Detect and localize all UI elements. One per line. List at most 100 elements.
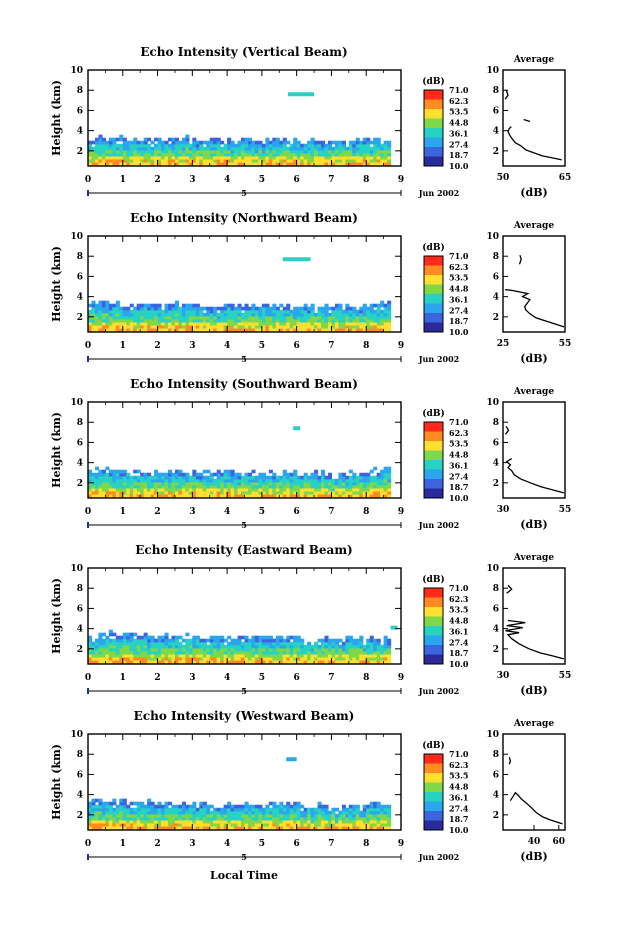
average-profile-segment	[508, 757, 512, 765]
colorbar-tick-label: 53.5	[449, 107, 468, 117]
colorbar-segment	[424, 588, 443, 598]
colorbar-tick-label: 53.5	[449, 439, 468, 449]
avg-x-tick-label: 65	[559, 173, 572, 183]
x-tick-label: 4	[224, 507, 230, 517]
average-profile-segment	[506, 584, 513, 594]
colorbar-tick-label: 44.8	[449, 118, 469, 128]
x-tick-label: 7	[328, 341, 334, 351]
avg-y-tick-label: 10	[486, 398, 499, 408]
date-right-label: Jun 2002	[418, 686, 459, 696]
x-tick-label: 9	[398, 341, 404, 351]
x-tick-label: 7	[328, 175, 334, 185]
colorbar-segment	[424, 284, 443, 295]
panel-title: Echo Intensity (Vertical Beam)	[140, 45, 347, 59]
colorbar-tick-label: 10.0	[449, 825, 469, 835]
average-profile-line	[507, 126, 562, 161]
y-tick-label: 10	[70, 564, 83, 574]
y-tick-label: 8	[77, 252, 83, 262]
average-frame	[502, 69, 566, 167]
panel-3: Echo Intensity (Southward Beam) 0 1 2 3 4 5 6 7 8…	[50, 377, 571, 531]
y-axis-label: Height (km)	[50, 578, 63, 654]
average-profile-segment	[504, 425, 510, 435]
y-tick-label: 6	[77, 604, 83, 614]
x-tick-label: 6	[294, 341, 300, 351]
colorbar-frame	[423, 587, 444, 665]
x-tick-label: 3	[189, 175, 195, 185]
colorbar-tick-label: 27.4	[449, 803, 469, 813]
colorbar-tick-label: 36.1	[449, 626, 468, 636]
colorbar-unit: (dB)	[422, 242, 444, 253]
avg-x-tick-label: 30	[497, 505, 510, 515]
x-tick-label: 2	[154, 175, 160, 185]
colorbar-segment	[424, 441, 443, 451]
avg-x-tick-label: 55	[559, 339, 572, 349]
colorbar-frame	[423, 753, 444, 831]
heatmap-field	[88, 798, 392, 830]
x-tick-label: 5	[259, 673, 265, 683]
avg-y-tick-label: 4	[493, 459, 499, 469]
colorbar-tick-label: 18.7	[449, 150, 468, 160]
avg-y-tick-label: 2	[493, 479, 499, 489]
avg-x-label: (dB)	[520, 518, 547, 531]
y-tick-label: 6	[77, 770, 83, 780]
avg-y-tick-label: 2	[493, 811, 499, 821]
x-tick-label: 6	[294, 839, 300, 849]
colorbar-segment	[424, 450, 443, 461]
colorbar-tick-label: 27.4	[449, 471, 469, 481]
echo-patch	[287, 92, 315, 97]
avg-y-tick-label: 6	[493, 106, 499, 116]
avg-y-tick-label: 6	[493, 272, 499, 282]
colorbar-tick-label: 18.7	[449, 316, 468, 326]
average-title: Average	[513, 221, 554, 231]
x-tick-label: 0	[85, 175, 91, 185]
colorbar-tick-label: 10.0	[449, 161, 469, 171]
x-tick-label: 5	[259, 507, 265, 517]
colorbar-segment	[424, 147, 443, 157]
x-tick-label: 6	[294, 507, 300, 517]
x-tick-label: 6	[294, 673, 300, 683]
x-tick-label: 7	[328, 507, 334, 517]
panel-2: Echo Intensity (Northward Beam) 0 1 2 3 4 5 6 7 8…	[50, 211, 571, 365]
colorbar-tick-label: 44.8	[449, 782, 469, 792]
colorbar-tick-label: 18.7	[449, 814, 468, 824]
average-profile-segment	[523, 118, 531, 123]
colorbar-tick-label: 18.7	[449, 482, 468, 492]
x-tick-label: 8	[363, 839, 369, 849]
colorbar-segment	[424, 754, 443, 764]
echo-patch	[390, 625, 398, 630]
x-tick-label: 9	[398, 673, 404, 683]
colorbar-segment	[424, 792, 443, 802]
panel-title: Echo Intensity (Eastward Beam)	[135, 543, 352, 557]
average-profile-segment	[518, 254, 522, 265]
colorbar-frame	[423, 421, 444, 499]
date-label: 5	[241, 520, 247, 530]
colorbar-tick-label: 62.3	[449, 760, 469, 770]
colorbar-segment	[424, 256, 443, 266]
y-tick-label: 2	[77, 147, 83, 157]
avg-y-tick-label: 4	[493, 293, 499, 303]
x-tick-label: 5	[259, 175, 265, 185]
y-tick-label: 8	[77, 750, 83, 760]
x-tick-label: 4	[224, 175, 230, 185]
y-tick-label: 8	[77, 86, 83, 96]
avg-y-tick-label: 2	[493, 313, 499, 323]
y-tick-label: 4	[77, 791, 83, 801]
heatmap-field	[88, 466, 392, 498]
x-tick-label: 3	[189, 507, 195, 517]
y-axis-label: Height (km)	[50, 246, 63, 322]
colorbar-segment	[424, 109, 443, 119]
y-axis-label: Height (km)	[50, 80, 63, 156]
y-tick-label: 8	[77, 418, 83, 428]
avg-x-label: (dB)	[520, 850, 547, 863]
heatmap-field	[88, 300, 392, 332]
colorbar-tick-label: 53.5	[449, 273, 468, 283]
colorbar-segment	[424, 275, 443, 285]
avg-y-tick-label: 10	[486, 730, 499, 740]
x-tick-label: 8	[363, 507, 369, 517]
colorbar-tick-label: 18.7	[449, 648, 468, 658]
average-frame	[502, 235, 566, 333]
avg-y-tick-label: 2	[493, 645, 499, 655]
echo-patch	[286, 757, 297, 762]
colorbar-segment	[424, 118, 443, 129]
x-tick-label: 8	[363, 341, 369, 351]
